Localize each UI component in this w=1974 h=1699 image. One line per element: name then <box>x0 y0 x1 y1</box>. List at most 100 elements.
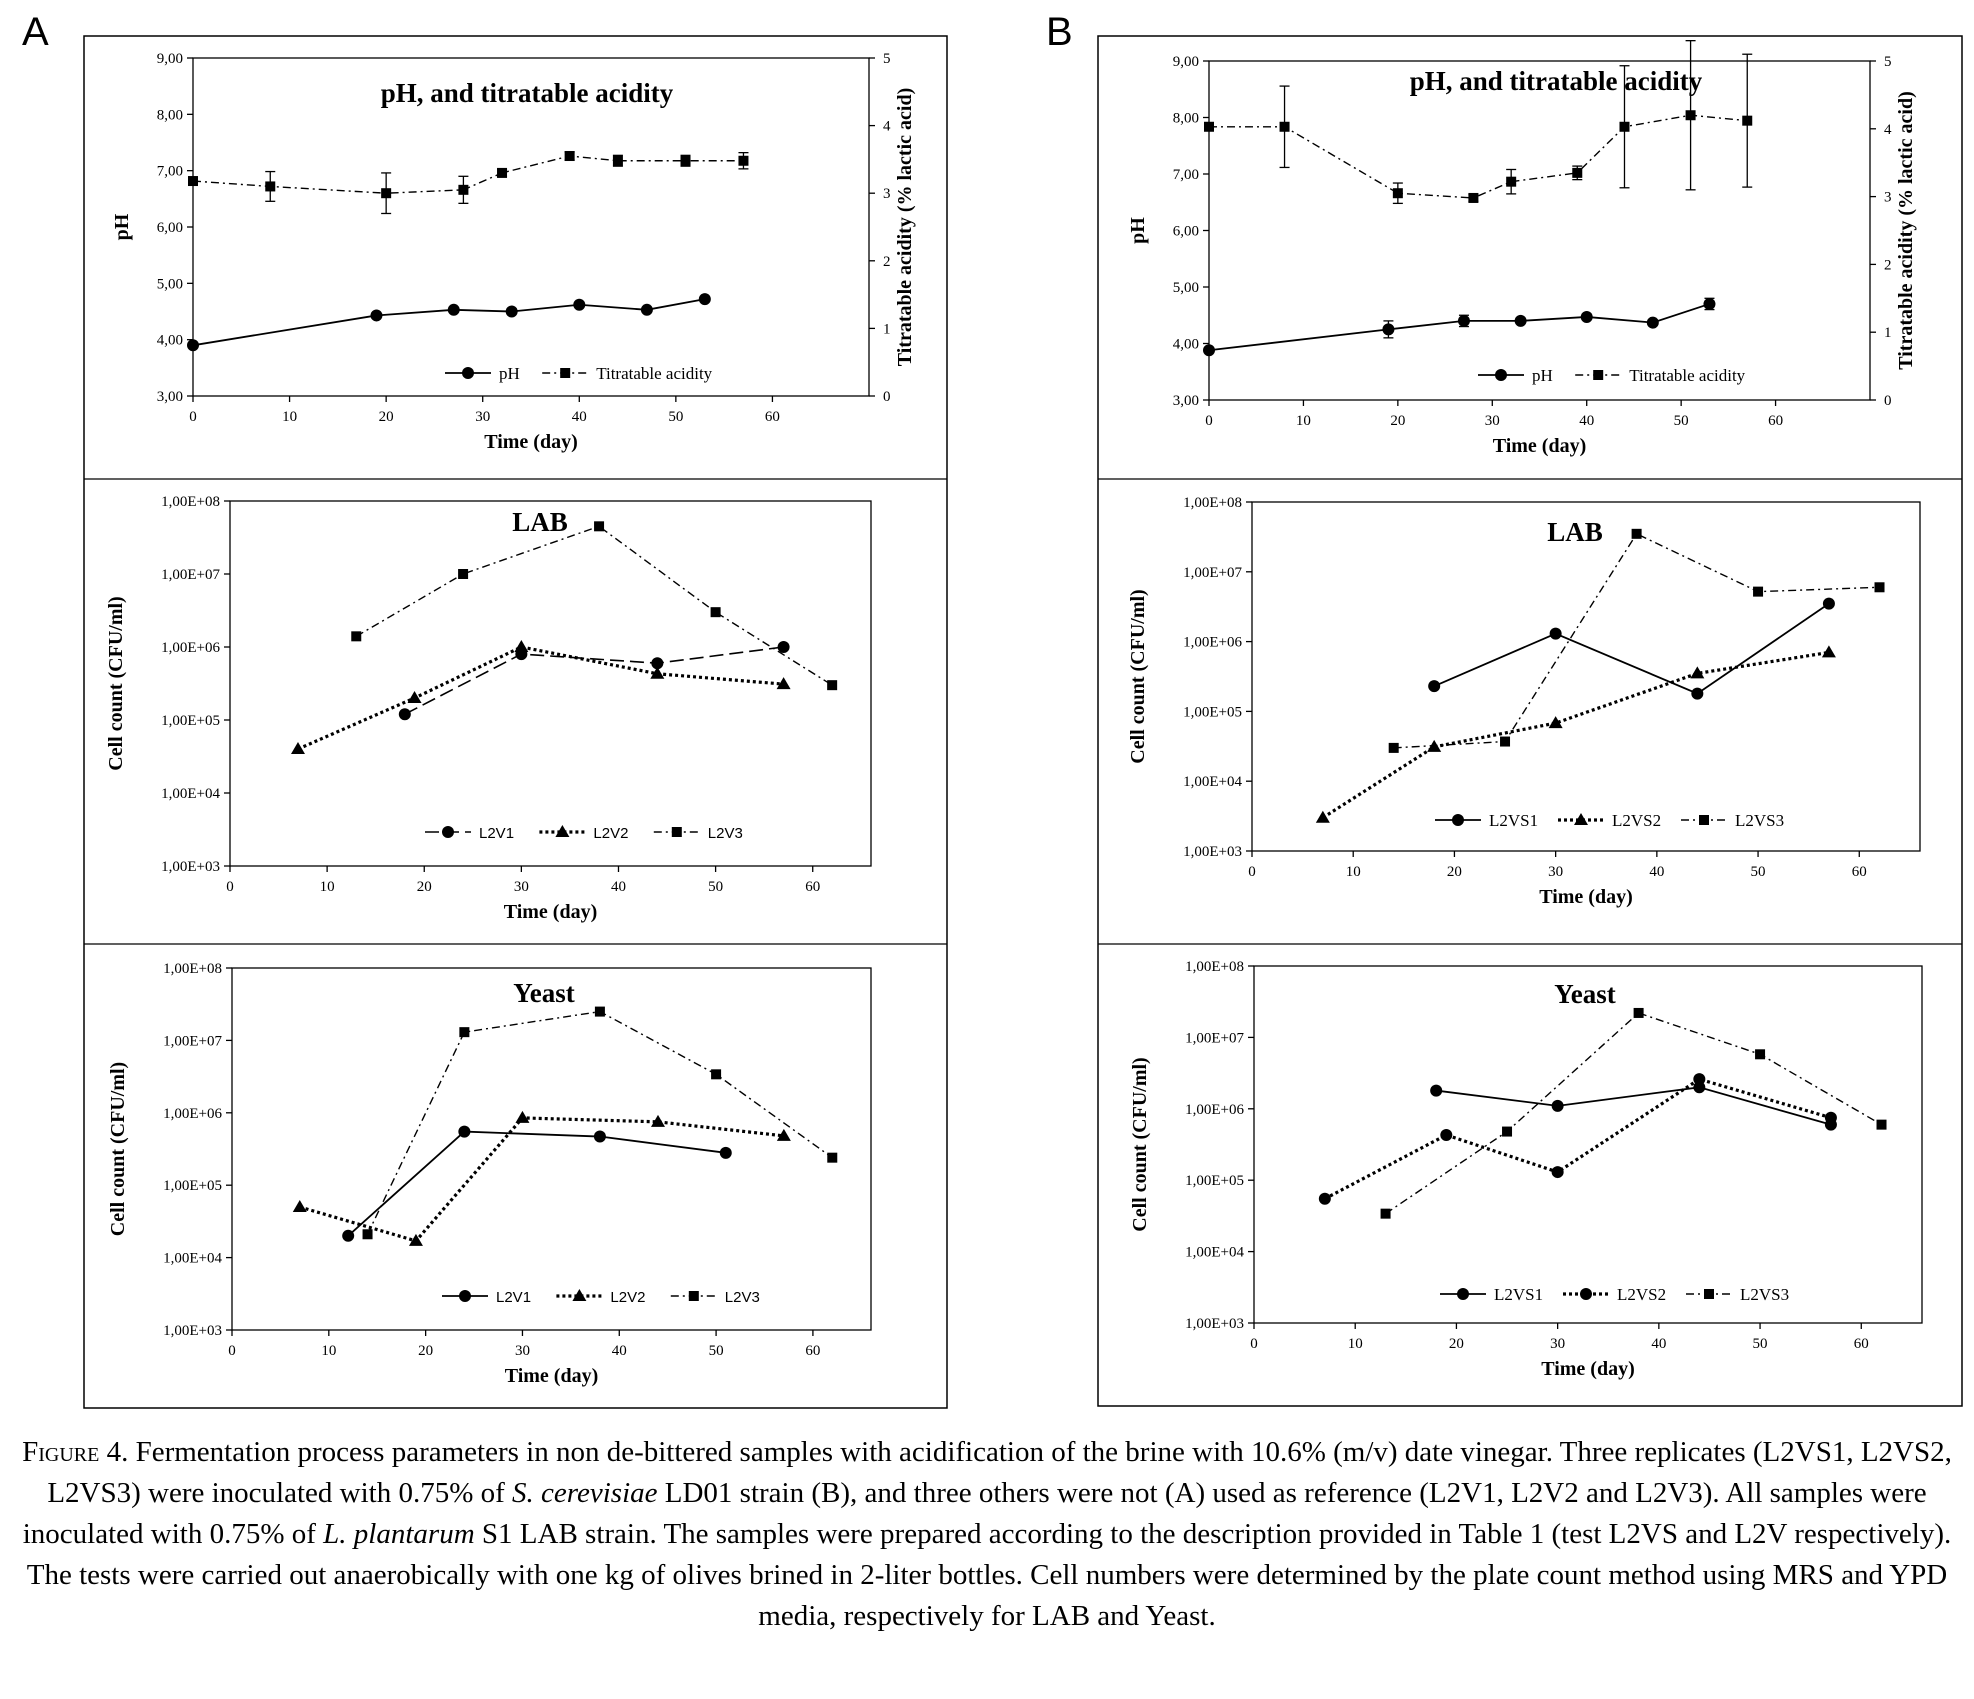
y-tick-label: 5,00 <box>1173 280 1199 296</box>
x-tick-label: 20 <box>1447 864 1462 880</box>
y-tick-label: 1,00E+07 <box>1185 1030 1244 1046</box>
y-tick-label: 1,00E+05 <box>1183 704 1242 720</box>
data-point <box>1279 121 1290 132</box>
x-tick-label: 60 <box>1854 1336 1869 1352</box>
x-tick-label: 0 <box>189 409 197 425</box>
data-point <box>342 1229 355 1242</box>
legend-label: L2V2 <box>593 825 628 842</box>
data-point <box>1468 192 1479 203</box>
figure: A B 0 10 20 30 40 50 603,004,005,006,007,008,0… <box>22 10 1963 1409</box>
y-tick-label: 7,00 <box>157 164 183 180</box>
legend-marker <box>459 1290 471 1302</box>
legend: L2VS1 L2VS2 L2VS3 <box>1435 811 1784 830</box>
y-tick-label: 1,00E+05 <box>1185 1173 1244 1189</box>
y-tick-label: 1,00E+07 <box>163 1033 222 1049</box>
chart-a-yeast: 0 10 20 30 40 50 60 1,00E+03 1,00E+04 1,00E+05 1,0… <box>107 961 872 1387</box>
series-l2vs3 <box>1388 528 1885 753</box>
chart-b-ph-acidity: 0 10 20 30 40 50 603,004,005,006,007,008,009,0… <box>1127 40 1917 457</box>
y-tick-label: 1,00E+04 <box>163 1251 222 1267</box>
series-l2v3 <box>362 1006 838 1240</box>
caption-species-2: L. plantarum <box>323 1518 475 1550</box>
x-tick-label: 30 <box>514 879 529 895</box>
series-ph <box>1203 297 1716 357</box>
data-point <box>1821 645 1836 658</box>
legend-label: L2V3 <box>725 1289 760 1306</box>
data-point <box>187 339 199 352</box>
y-tick-label: 9,00 <box>157 51 183 67</box>
x-tick-label: 40 <box>1651 1336 1666 1352</box>
x-tick-label: 40 <box>572 409 587 425</box>
x-tick-label: 10 <box>321 1343 336 1359</box>
y-axis-label: pH <box>1127 217 1149 244</box>
data-point <box>497 167 508 178</box>
data-point <box>573 298 586 311</box>
data-point <box>1204 121 1214 132</box>
y-tick-label: 6,00 <box>1173 224 1199 240</box>
data-point <box>711 1069 722 1080</box>
series-titratable-acidity <box>1204 40 1753 205</box>
y-tick-label: 1,00E+06 <box>1183 635 1242 651</box>
data-point <box>447 303 460 316</box>
x-tick-label: 20 <box>418 1343 433 1359</box>
y-tick-label: 4,00 <box>157 333 183 349</box>
plot-area <box>1208 60 1871 401</box>
y2-tick-label: 2 <box>1884 257 1892 273</box>
x-tick-label: 50 <box>709 1343 724 1359</box>
data-point <box>1551 1166 1564 1179</box>
series-line <box>1321 650 1830 820</box>
y-axis-label: Cell count (CFU/ml) <box>105 596 127 770</box>
legend-marker <box>1452 814 1464 826</box>
y2-tick-label: 3 <box>1884 190 1892 206</box>
y-axis-label: pH <box>111 213 133 240</box>
data-point <box>777 641 790 653</box>
data-point <box>1548 716 1563 729</box>
legend-marker <box>1704 1289 1714 1299</box>
y-tick-label: 3,00 <box>1173 393 1199 409</box>
x-tick-label: 60 <box>805 1343 820 1359</box>
legend-label: pH <box>499 364 520 383</box>
legend-label: L2V1 <box>479 825 514 842</box>
series-line <box>192 298 705 347</box>
legend-label: Titratable acidity <box>1629 366 1745 385</box>
chart-b-yeast: 0 10 20 30 40 50 60 1,00E+03 1,00E+04 1,00E+05 1,0… <box>1129 959 1923 1380</box>
data-point <box>398 708 411 721</box>
y2-tick-label: 2 <box>883 254 891 270</box>
data-point <box>514 640 529 652</box>
data-point <box>1876 1119 1887 1130</box>
series-line <box>347 1130 726 1237</box>
legend-label: L2VS3 <box>1740 1285 1789 1304</box>
series-l2vs3 <box>1380 1007 1887 1219</box>
data-point <box>265 181 276 192</box>
data-point <box>1822 597 1835 610</box>
x-tick-label: 20 <box>1390 413 1405 429</box>
legend-marker <box>688 1291 699 1301</box>
data-point <box>1382 323 1395 336</box>
figure-caption: Figure 4. Fermentation process parameter… <box>12 1432 1962 1637</box>
legend-marker <box>572 1289 587 1301</box>
data-point <box>290 742 305 755</box>
series-line <box>299 1116 785 1243</box>
x-tick-label: 40 <box>1649 864 1664 880</box>
x-tick-label: 0 <box>1205 413 1213 429</box>
data-point <box>1203 344 1215 357</box>
plot-area <box>1253 965 1923 1324</box>
series-line <box>297 645 784 751</box>
y-axis-label: Cell count (CFU/ml) <box>1127 589 1149 763</box>
chart-title: Yeast <box>513 978 575 1008</box>
x-tick-label: 50 <box>668 409 683 425</box>
y-tick-label: 1,00E+08 <box>1183 495 1242 511</box>
caption-text-2: LD01 strain (B), and three others were n… <box>22 1477 1927 1550</box>
data-point <box>458 1125 471 1138</box>
chart-b-lab: 0 10 20 30 40 50 60 1,00E+03 1,00E+04 1,00E+05 1,0… <box>1127 495 1921 908</box>
y2-axis-label: Titratable acidity (% lactic acid) <box>894 88 916 366</box>
y-axis-label: Cell count (CFU/ml) <box>1129 1057 1151 1231</box>
legend-marker <box>1495 369 1507 381</box>
panel-letter-a: A <box>22 10 49 54</box>
y2-tick-label: 5 <box>1884 54 1892 70</box>
x-axis-label: Time (day) <box>1493 435 1587 457</box>
chart-a-lab: 0 10 20 30 40 50 60 1,00E+03 1,00E+04 1,00E+05 1,0… <box>105 494 872 923</box>
x-tick-label: 30 <box>515 1343 530 1359</box>
data-point <box>827 680 838 691</box>
legend-label: L2VS2 <box>1617 1285 1666 1304</box>
y-tick-label: 9,00 <box>1173 54 1199 70</box>
